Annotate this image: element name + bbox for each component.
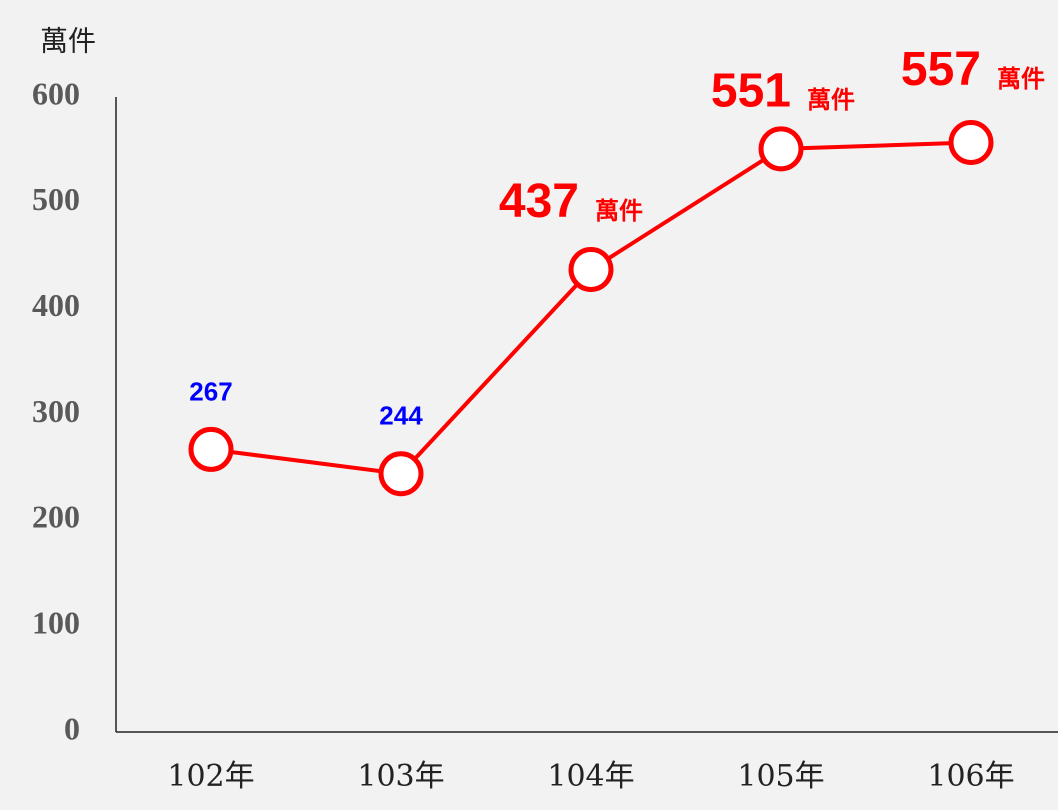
x-tick-label: 105年 [737,759,824,794]
x-tick-label: 106年 [927,759,1014,794]
y-tick-label: 100 [32,605,80,641]
data-label-unit: 萬件 [595,198,643,225]
point-marker [378,451,424,497]
data-label-unit: 萬件 [997,66,1045,93]
y-tick-label: 300 [32,393,80,429]
y-tick-label: 400 [32,287,80,323]
y-tick-label: 500 [32,181,80,217]
data-label: 551 [711,65,791,118]
data-label: 267 [189,376,232,406]
y-tick-label: 600 [32,75,80,111]
x-tick-label: 103年 [357,759,444,794]
x-tick-label: 102年 [167,759,254,794]
point-marker [948,120,994,166]
y-tick-label: 200 [32,499,80,535]
y-axis-label: 萬件 [40,25,96,58]
data-label: 557 [901,43,981,96]
data-label: 244 [379,401,423,431]
data-label-unit: 萬件 [807,87,855,114]
point-marker [188,426,234,472]
x-tick-label: 104年 [547,759,634,794]
point-marker [758,126,804,172]
point-marker [568,247,614,293]
y-tick-label: 0 [64,710,80,746]
data-label: 437 [499,175,579,228]
